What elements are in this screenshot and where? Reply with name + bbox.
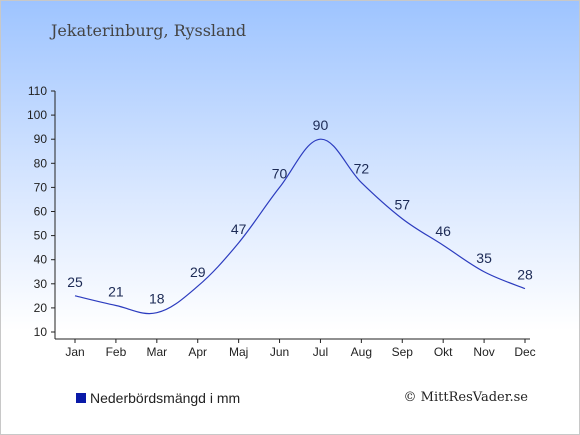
x-tick-label: Okt xyxy=(434,345,453,359)
data-label: 47 xyxy=(231,221,247,237)
data-label: 25 xyxy=(67,274,83,290)
x-tick-label: Sep xyxy=(392,345,414,359)
data-labels: 25 21 18 29 47 70 90 72 57 46 35 28 xyxy=(67,117,533,307)
legend-label: Nederbördsmängd i mm xyxy=(90,390,241,406)
y-tick-label: 60 xyxy=(34,205,48,219)
x-tick-label: Jan xyxy=(65,345,84,359)
x-tick-label: Aug xyxy=(351,345,372,359)
legend-swatch xyxy=(76,393,86,403)
y-tick-label: 110 xyxy=(28,84,47,98)
y-tick-label: 20 xyxy=(34,301,48,315)
data-label: 90 xyxy=(313,117,329,133)
x-tick-label: Dec xyxy=(514,345,535,359)
data-label: 57 xyxy=(394,197,410,213)
x-tick-label: Nov xyxy=(473,345,494,359)
series-line xyxy=(74,138,526,315)
y-tick-label: 80 xyxy=(34,156,48,170)
x-tick-label: Maj xyxy=(229,345,248,359)
axes: 10 20 30 40 50 60 70 80 90 100 110 Jan Feb Mar Apr Maj J… xyxy=(27,84,536,359)
data-label: 46 xyxy=(435,223,451,239)
chart-title: Jekaterinburg, Ryssland xyxy=(51,21,247,40)
copyright-credit: © MittResVader.se xyxy=(403,390,528,405)
data-label: 29 xyxy=(190,264,206,280)
series-group xyxy=(74,138,526,315)
y-tick-label: 40 xyxy=(34,253,48,267)
x-tick-label: Apr xyxy=(188,345,207,359)
x-tick-label: Jun xyxy=(270,345,289,359)
data-label: 21 xyxy=(108,283,124,299)
data-label: 28 xyxy=(517,267,533,283)
data-label: 70 xyxy=(272,165,288,181)
data-label: 35 xyxy=(476,250,492,266)
x-tick-label: Jul xyxy=(313,345,328,359)
x-tick-label: Feb xyxy=(106,345,127,359)
y-tick-label: 70 xyxy=(34,180,48,194)
legend: Nederbördsmängd i mm xyxy=(76,390,240,406)
data-label: 72 xyxy=(354,161,370,177)
y-tick-label: 100 xyxy=(27,108,47,122)
data-label: 18 xyxy=(149,291,165,307)
y-tick-label: 50 xyxy=(34,229,48,243)
y-tick-label: 30 xyxy=(34,277,48,291)
x-tick-label: Mar xyxy=(146,345,167,359)
y-tick-label: 90 xyxy=(34,132,48,146)
y-tick-label: 10 xyxy=(34,325,48,339)
